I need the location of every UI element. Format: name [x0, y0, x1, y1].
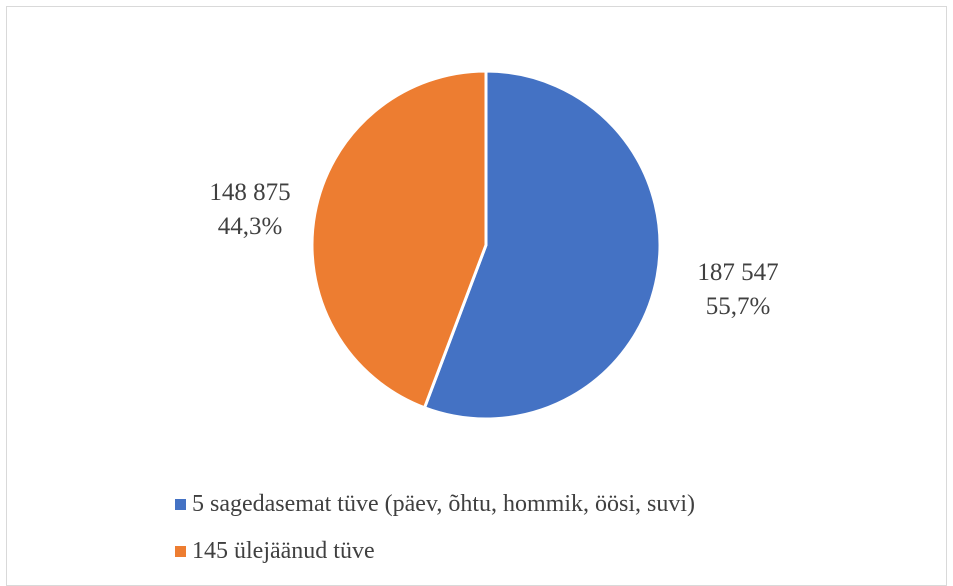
- data-label-value: 187 547: [697, 259, 779, 286]
- data-label-slice-1: 187 547 55,7%: [678, 256, 798, 324]
- pie-slice-2: [310, 69, 488, 410]
- data-label-value: 148 875: [209, 179, 291, 206]
- data-label-percent: 55,7%: [705, 293, 771, 320]
- legend: 5 sagedasemat tüve (päev, õhtu, hommik, …: [175, 487, 875, 581]
- data-label-percent: 44,3%: [217, 213, 283, 240]
- legend-label: 5 sagedasemat tüve (päev, õhtu, hommik, …: [192, 490, 696, 517]
- legend-label: 145 ülejäänud tüve: [192, 537, 375, 564]
- legend-swatch-orange: [175, 545, 186, 557]
- legend-item: 145 ülejäänud tüve: [175, 534, 875, 568]
- data-label-slice-2: 148 875 44,3%: [190, 176, 310, 244]
- legend-item: 5 sagedasemat tüve (päev, õhtu, hommik, …: [175, 487, 875, 521]
- pie-slice-1: [423, 69, 662, 421]
- legend-swatch-blue: [175, 498, 186, 510]
- pie-slices: [310, 69, 662, 421]
